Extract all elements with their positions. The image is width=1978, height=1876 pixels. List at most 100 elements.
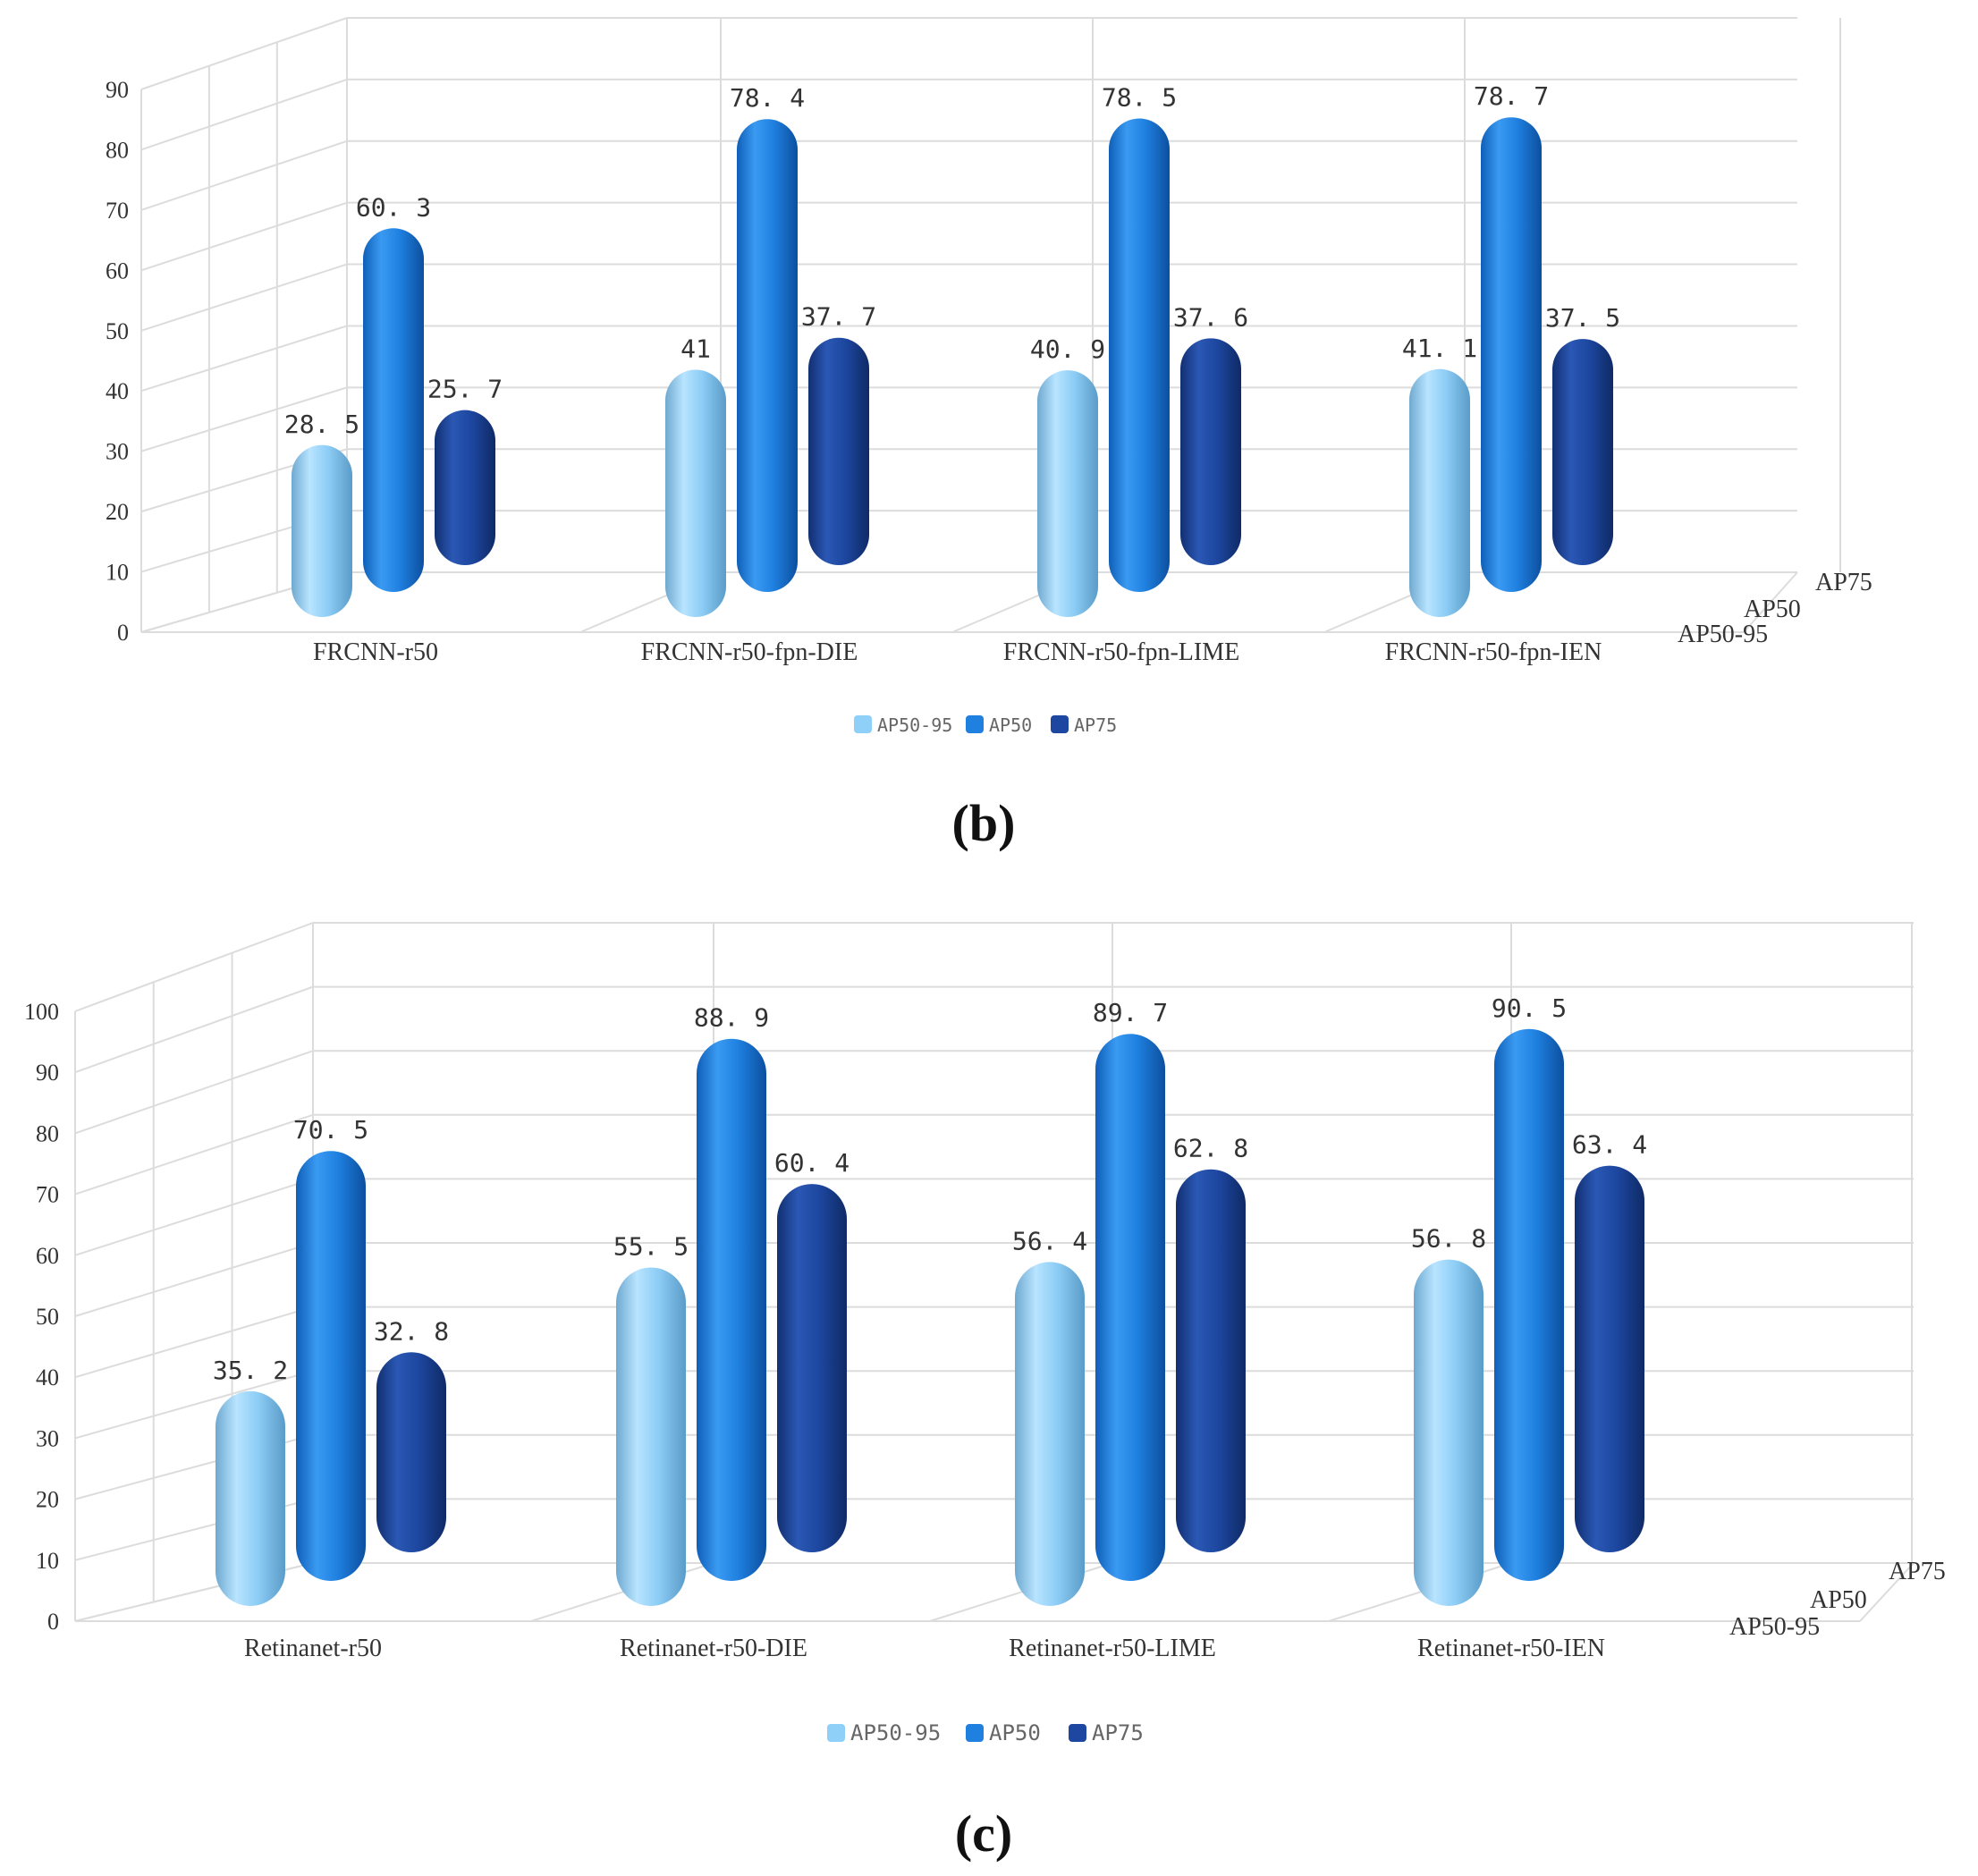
y-tick-label: 50 [106,318,129,344]
figure-caption: (b) [952,794,1016,852]
bar-ap50-3 [1095,1034,1165,1581]
bar-ap75-2 [808,337,869,565]
bar-ap50-4 [1494,1028,1564,1581]
chart-c: 0 10 20 30 40 50 60 70 80 90 100 35. 2 70. 5 32. 8 55.… [24,922,1946,1863]
y-tick-label: 0 [47,1609,59,1635]
y-tick-label: 30 [106,439,129,465]
bar-ap50-95-4 [1414,1259,1484,1606]
bar-ap50-95-1 [292,444,352,617]
data-label: 63. 4 [1572,1130,1647,1160]
data-label: 90. 5 [1492,993,1567,1023]
bar-ap50-95-4 [1409,368,1470,617]
side-gridline [140,139,348,211]
y-tick-label: 90 [106,77,129,103]
data-label: 70. 5 [293,1115,368,1145]
category-label: FRCNN-r50-fpn-DIE [641,638,858,666]
depth-axis-label: AP50 [1810,1586,1867,1614]
bar-ap50-2 [697,1038,766,1581]
data-label: 88. 9 [694,1003,769,1033]
bar-ap75-4 [1575,1165,1644,1552]
floor-right-line [1859,1562,1915,1622]
legend-swatch-ap50 [966,715,984,733]
side-gridline [140,78,348,151]
bar-ap50-3 [1109,118,1170,593]
bars: 28. 5 60. 3 25. 7 41 78. 4 37. 7 40. 9 78. 5 37.… [284,81,1620,617]
side-gridline [74,1178,314,1256]
data-label: 62. 8 [1173,1134,1248,1163]
bar-ap75-4 [1552,339,1613,565]
data-label: 25. 7 [427,375,503,404]
data-label: 32. 8 [374,1316,449,1346]
y-tick-label: 30 [36,1425,59,1451]
bar-ap75-3 [1176,1169,1246,1552]
data-label: 37. 6 [1173,302,1248,332]
y-tick-label: 100 [24,999,59,1025]
legend: AP50-95 AP50 AP75 [827,1720,1144,1745]
legend-swatch-ap50-95 [827,1724,845,1742]
y-tick-label: 80 [36,1120,59,1146]
side-gridline [140,263,348,332]
category-label: Retinanet-r50-IEN [1417,1635,1605,1662]
data-label: 60. 4 [774,1148,850,1178]
y-tick-label: 40 [106,378,129,404]
y-tick-label: 10 [36,1548,59,1574]
data-label: 78. 5 [1102,83,1177,113]
bars: 35. 2 70. 5 32. 8 55. 5 88. 9 60. 4 56. 4 89. 7… [213,993,1647,1606]
bar-ap75-1 [376,1352,446,1552]
y-tick-label: 70 [36,1182,59,1208]
legend-swatch-ap75 [1069,1724,1086,1742]
y-tick-label: 50 [36,1304,59,1330]
y-tick-label: 20 [36,1487,59,1513]
data-label: 56. 8 [1411,1224,1486,1254]
legend-swatch-ap50 [966,1724,984,1742]
bar-ap50-95-3 [1015,1262,1085,1606]
side-gridline [74,1242,314,1317]
category-label: Retinanet-r50-LIME [1009,1635,1216,1662]
data-label: 41. 1 [1402,334,1477,363]
y-tick-label: 60 [36,1243,59,1269]
y-tick-label: 20 [106,499,129,525]
y-tick-label: 70 [106,198,129,224]
legend-swatch-ap75 [1051,715,1069,733]
legend-label: AP50 [989,714,1032,736]
bar-ap50-4 [1481,117,1542,592]
data-label: 40. 9 [1030,334,1105,364]
legend-label: AP50-95 [877,714,952,736]
bar-ap50-1 [363,228,424,592]
data-label: 37. 7 [801,302,876,332]
figure-caption: (c) [955,1804,1012,1863]
data-label: 78. 4 [730,83,805,113]
data-label: 28. 5 [284,410,359,439]
category-label: FRCNN-r50-fpn-IEN [1385,638,1602,666]
data-label: 37. 5 [1545,303,1620,333]
side-gridline [140,17,348,90]
side-gridline [74,1306,314,1379]
depth-axis-label: AP75 [1889,1558,1946,1585]
category-label: FRCNN-r50 [313,638,438,666]
bar-ap50-1 [296,1151,366,1581]
data-label: 55. 5 [613,1231,689,1261]
legend-label: AP50-95 [850,1720,941,1745]
y-tick-label: 90 [36,1060,59,1086]
depth-axis-label: AP50-95 [1729,1613,1820,1641]
category-label: FRCNN-r50-fpn-LIME [1003,638,1239,666]
chart-b: 0 10 20 30 40 50 60 70 80 90 28. 5 60. 3 25. 7 41 78. … [106,17,1872,852]
depth-axis-label: AP75 [1815,569,1872,596]
side-gridline [140,325,348,393]
y-tick-label: 80 [106,137,129,163]
side-gridline [140,386,348,452]
bar-ap50-95-3 [1037,370,1098,617]
data-label: 41 [680,334,711,363]
data-label: 35. 2 [213,1356,288,1385]
bar-ap75-2 [777,1184,847,1552]
floor-right-line [1743,571,1798,633]
bar-ap50-95-2 [616,1267,686,1606]
bar-ap50-95-2 [665,369,726,617]
data-label: 60. 3 [356,192,431,222]
y-tick-label: 0 [117,620,129,646]
data-label: 56. 4 [1012,1226,1087,1255]
category-label: Retinanet-r50-DIE [620,1635,807,1662]
y-tick-label: 60 [106,258,129,283]
bar-ap75-1 [435,410,495,565]
